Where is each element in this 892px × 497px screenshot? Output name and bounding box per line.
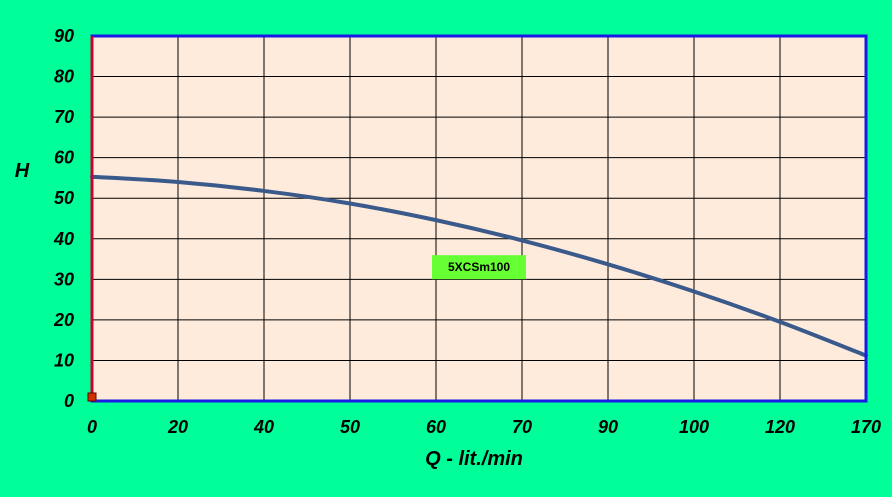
y-tick-labels: 0 10 20 30 40 50 60 70 80 90 (53, 26, 74, 411)
grid (92, 36, 866, 401)
y-tick-label: 30 (54, 269, 74, 289)
y-tick-label: 80 (54, 67, 74, 87)
series-layer (90, 174, 868, 358)
y-tick-label: 60 (54, 148, 74, 168)
origin-marker (87, 392, 97, 402)
y-tick-label: 40 (53, 229, 74, 249)
y-tick-label: 20 (53, 310, 74, 330)
x-tick-label: 60 (426, 417, 446, 437)
x-tick-label: 70 (512, 417, 532, 437)
x-tick-label: 100 (679, 417, 709, 437)
y-tick-label: 50 (54, 188, 74, 208)
series-label-box (432, 255, 526, 280)
series-line (90, 174, 868, 358)
y-axis-title: H (15, 160, 30, 182)
x-tick-label: 0 (87, 417, 97, 437)
x-tick-labels: 0 20 40 50 60 70 90 100 120 170 (87, 417, 881, 437)
y-tick-label: 90 (54, 26, 74, 46)
x-axis-title: Q - lit./min (425, 448, 523, 470)
x-tick-label: 90 (598, 417, 618, 437)
plot-area (92, 36, 866, 401)
y-tick-label: 0 (64, 391, 74, 411)
x-tick-label: 50 (340, 417, 360, 437)
y-tick-label: 70 (54, 107, 74, 127)
annotation-layer: 5XCSm100 (432, 255, 526, 280)
x-tick-label: 40 (253, 417, 274, 437)
x-tick-label: 20 (167, 417, 188, 437)
series-label-text: 5XCSm100 (448, 260, 510, 274)
y-tick-label: 10 (54, 350, 74, 370)
x-tick-label: 120 (765, 417, 795, 437)
x-tick-label: 170 (851, 417, 881, 437)
